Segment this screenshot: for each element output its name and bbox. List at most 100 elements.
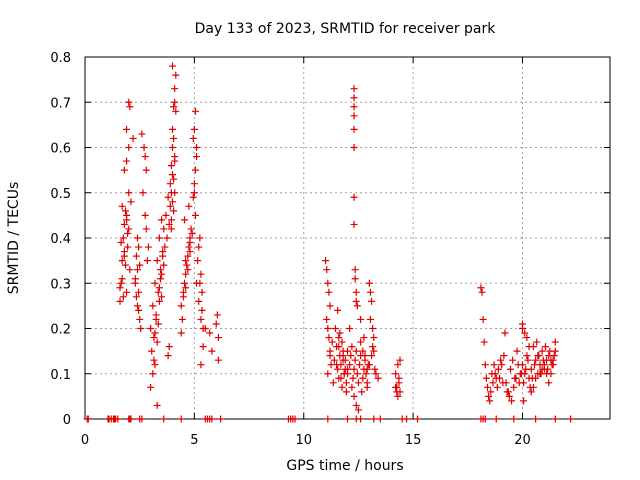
data-point [548,361,556,369]
data-point [179,293,187,301]
data-point [539,356,547,364]
data-point [196,234,204,242]
data-point [492,415,500,423]
data-point [185,243,193,251]
data-point [513,347,521,355]
data-point [151,329,159,337]
chart-title: Day 133 of 2023, SRMTID for receiver par… [195,21,497,37]
data-point [153,257,161,265]
data-point [370,347,378,355]
data-point [164,193,172,201]
data-point [187,225,195,233]
data-point [186,248,194,256]
data-point [117,279,125,287]
data-point [132,293,140,301]
data-point [366,315,374,323]
data-point [352,288,360,296]
data-point [509,356,517,364]
data-point [212,320,220,328]
data-point [392,370,400,378]
data-point [134,266,141,274]
data-point [155,284,163,292]
data-point [508,397,516,405]
data-point [165,343,173,351]
data-point [118,257,126,265]
data-point [543,370,551,378]
data-point [182,284,190,292]
data-point [167,225,175,233]
data-point [208,347,216,355]
data-point [396,388,404,396]
data-point [371,365,379,373]
data-point [160,261,168,269]
data-point [178,315,186,323]
data-point [353,302,361,310]
data-point [131,275,139,283]
data-point [531,361,539,369]
data-point [123,211,131,219]
data-point [354,406,362,414]
data-point [496,374,504,382]
y-axis-label: SRMTID / TECUs [6,182,22,295]
data-point [521,329,529,337]
data-point [482,374,490,382]
data-point [357,338,365,346]
data-point [155,297,163,305]
data-point [341,365,349,373]
data-point [486,397,494,405]
data-point [546,347,554,355]
data-point [181,216,189,224]
data-point [550,352,558,360]
data-point [201,325,209,332]
data-point [185,202,193,210]
data-point [154,288,162,296]
data-point [213,311,221,319]
data-point [477,284,485,292]
data-point [357,315,365,323]
data-point [197,270,205,278]
data-point [177,329,185,337]
data-point [206,329,214,337]
data-point [323,315,331,323]
data-point [545,379,553,387]
data-point [154,320,162,328]
grid [85,57,610,419]
data-point [329,379,337,387]
data-point [551,338,559,346]
data-point [171,98,179,106]
data-point [127,415,135,423]
data-point [199,343,207,351]
data-point [186,239,194,247]
data-point [189,134,197,142]
data-point [197,315,205,323]
data-point [170,134,178,142]
data-point [520,379,528,387]
data-point [126,103,134,111]
data-point [159,252,167,260]
data-point [348,383,356,391]
data-point [344,415,351,423]
data-point [171,189,179,197]
data-point [334,306,342,314]
data-point [334,365,342,373]
x-tick-label: 5 [190,433,198,448]
data-point [523,352,531,360]
data-point [152,311,160,319]
x-tick-label: 0 [81,433,89,448]
data-point [481,415,489,423]
data-point [493,383,501,391]
data-point [510,383,518,391]
data-point [166,202,174,210]
data-point [510,415,518,423]
data-point [171,157,179,165]
x-tick-label: 10 [295,433,312,448]
data-point [370,334,378,342]
data-point [183,261,191,269]
x-tick-label: 20 [514,433,531,448]
data-point [158,270,166,278]
data-point [156,266,164,274]
data-point [501,329,509,337]
data-point [129,134,137,142]
data-point [394,392,402,400]
data-point [135,243,143,251]
